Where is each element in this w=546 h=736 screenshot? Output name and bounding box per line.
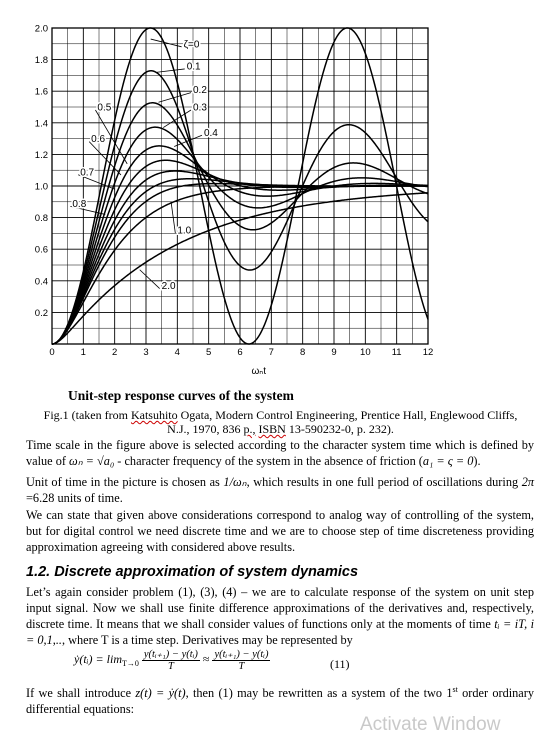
y-tick-label: 1.6 (35, 87, 48, 98)
x-tick-label: 1 (81, 347, 86, 358)
paragraph-time-scale: Time scale in the figure above is select… (26, 438, 534, 468)
x-tick-label: 5 (206, 347, 211, 358)
y-tick-label: 0.6 (35, 245, 48, 256)
chart-caption-title: Unit-step response curves of the system (68, 388, 294, 403)
y-tick-label: 1.0 (35, 182, 48, 193)
curve-label: 0.8 (72, 199, 86, 210)
x-tick-label: 10 (360, 347, 371, 358)
curve-label: 0.4 (204, 128, 218, 139)
paragraph-introduce-z: If we shall introduce z(t) = ẏ(t), then … (26, 685, 534, 717)
activation-watermark: Activate Window (360, 714, 501, 735)
x-tick-label: 3 (143, 347, 148, 358)
curve-label-leader (156, 68, 185, 73)
x-tick-label: 11 (392, 347, 402, 358)
response-curve (51, 145, 429, 345)
curve-label-leader (158, 92, 192, 103)
curve-label-leader (78, 174, 115, 190)
x-tick-label: 6 (237, 347, 242, 358)
curve-label: ζ=0 (184, 39, 200, 50)
paragraph-unit-of-time: Unit of time in the picture is chosen as… (26, 475, 534, 505)
y-tick-label: 1.4 (35, 118, 48, 129)
x-tick-label: 12 (423, 347, 434, 358)
equation-number: (11) (330, 657, 350, 671)
curve-label-leader (174, 134, 203, 147)
y-tick-label: 0.8 (35, 213, 48, 224)
curve-label-leader (150, 38, 182, 48)
curve-label-leader (95, 109, 128, 165)
paragraph-digital-control: We can state that given above considerat… (26, 508, 534, 554)
curve-label-leader (139, 269, 160, 289)
x-tick-label: 9 (331, 347, 336, 358)
x-tick-label: 8 (300, 347, 305, 358)
response-curve (51, 185, 428, 345)
curve-label: 2.0 (162, 281, 176, 292)
y-tick-label: 0.2 (35, 308, 48, 319)
x-tick-label: 4 (175, 347, 180, 358)
figure-caption: Fig.1 (taken from Katsuhito Ogata, Moder… (43, 408, 518, 436)
response-curve (51, 102, 429, 345)
derivative-equation: ẏ(tᵢ) = limT→0 y(tᵢ₊₁) − y(tᵢ) T ≈ y(tᵢ₊₁… (74, 649, 271, 672)
author-name: Katsuhito (130, 408, 178, 422)
curve-label-leader (88, 141, 122, 176)
response-curve (51, 27, 429, 345)
x-tick-label: 7 (269, 347, 274, 358)
x-axis-label: ωₙt (252, 366, 267, 377)
x-tick-label: 2 (112, 347, 117, 358)
y-tick-label: 1.2 (35, 150, 48, 161)
curve-label-leader (170, 201, 176, 234)
curve-label: 0.5 (97, 103, 111, 114)
y-tick-label: 0.4 (35, 276, 48, 287)
curve-label-leader (163, 109, 192, 128)
y-tick-label: 2.0 (35, 24, 48, 35)
curve-label: 0.2 (193, 85, 207, 96)
response-curve (51, 192, 429, 345)
response-curve (51, 126, 429, 345)
curve-label: 0.3 (193, 103, 207, 114)
paragraph-discrete-time: Let’s again consider problem (1), (3), (… (26, 585, 534, 647)
x-tick-label: 0 (49, 347, 54, 358)
curve-label: 0.7 (80, 167, 94, 178)
section-heading: 1.2. Discrete approximation of system dy… (26, 564, 359, 580)
curve-label: 0.6 (91, 134, 105, 145)
curve-label: 0.1 (187, 61, 201, 72)
response-curve (51, 70, 429, 345)
curve-label: 1.0 (177, 226, 191, 237)
y-tick-label: 1.8 (35, 55, 48, 66)
curve-label-leader (70, 205, 106, 215)
step-response-chart: 0 1 2 3 4 5 6 7 8 9 10 11 120.20.40.60.81.01.21.41.6… (35, 24, 434, 378)
